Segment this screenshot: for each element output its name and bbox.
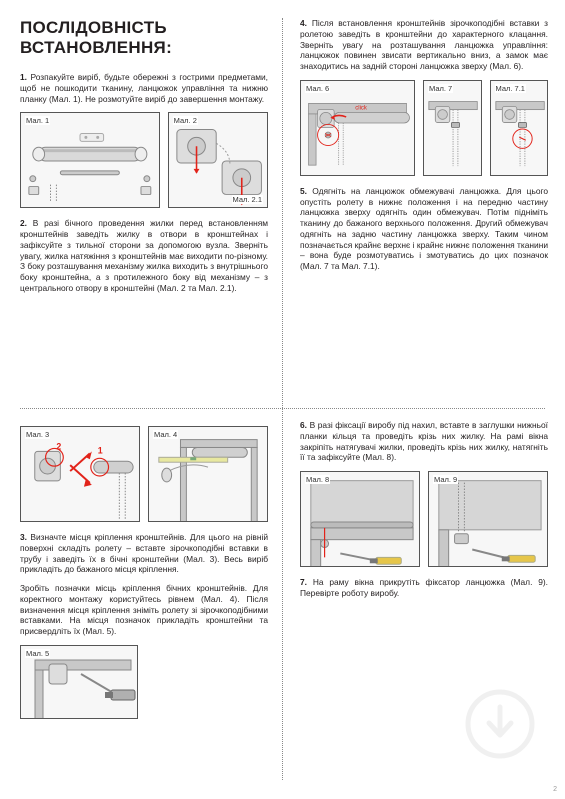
fig-8: Мал. 8 <box>300 471 420 567</box>
fig-label: Мал. 5 <box>25 649 50 658</box>
fig-4: Мал. 4 <box>148 426 268 522</box>
svg-text:2: 2 <box>56 441 61 451</box>
figrow-3: Мал. 5 <box>20 645 268 719</box>
click-label: click <box>355 105 368 111</box>
para-7-text: На раму вікна прикрутіть фіксатор ланцюж… <box>300 577 548 598</box>
fig-7: Мал. 7 <box>423 80 482 176</box>
page-number: 2 <box>553 786 557 793</box>
fig-3: Мал. 3 2 1 <box>20 426 140 522</box>
watermark-icon <box>465 689 535 759</box>
para-6-text: В разі фіксації виробу під нахил, вставт… <box>300 420 548 462</box>
svg-text:1: 1 <box>98 445 103 455</box>
fig-label: Мал. 7.1 <box>495 84 526 93</box>
figrow-2: Мал. 3 2 1 Мал. 4 <box>20 426 268 522</box>
para-3a: 3. Визначте місця кріплення кронштейнів.… <box>20 532 268 575</box>
para-2: 2. В разі бічного проведення жилки перед… <box>20 218 268 293</box>
vertical-divider <box>282 18 283 780</box>
fig-5: Мал. 5 <box>20 645 138 719</box>
para-4-text: Після встановлення кронштейнів зірочкопо… <box>300 18 548 71</box>
para-2-text: В разі бічного проведення жилки перед вс… <box>20 218 268 293</box>
figrow-1: Мал. 1 <box>20 112 268 208</box>
para-3b-text: Зробіть позначки місць кріплення бічних … <box>20 583 268 636</box>
figrow-4: Мал. 6 click Мал. 7 <box>300 80 548 176</box>
para-1: 1. Розпакуйте виріб, будьте обережні з г… <box>20 72 268 104</box>
fig-label: Мал. 7 <box>428 84 453 93</box>
fig-label: Мал. 6 <box>305 84 330 93</box>
para-4: 4. Після встановлення кронштейнів зірочк… <box>300 18 548 72</box>
para-1-text: Розпакуйте виріб, будьте обережні з гост… <box>20 72 268 104</box>
para-5-text: Одягніть на ланцюжок обмежувачі ланцюжка… <box>300 186 548 271</box>
para-3a-text: Визначте місця кріплення кронштейнів. Дл… <box>20 532 268 574</box>
fig-71: Мал. 7.1 <box>490 80 549 176</box>
page-title: ПОСЛІДОВНІСТЬ ВСТАНОВЛЕННЯ: <box>20 18 268 58</box>
horizontal-divider <box>20 408 545 409</box>
para-7: 7. На раму вікна прикрутіть фіксатор лан… <box>300 577 548 599</box>
fig-9: Мал. 9 <box>428 471 548 567</box>
fig-6: Мал. 6 click <box>300 80 415 176</box>
fig-label: Мал. 4 <box>153 430 178 439</box>
para-3b: Зробіть позначки місць кріплення бічних … <box>20 583 268 637</box>
fig-label: Мал. 3 <box>25 430 50 439</box>
figrow-5: Мал. 8 Мал. 9 <box>300 471 548 567</box>
fig-1: Мал. 1 <box>20 112 160 208</box>
fig-label: Мал. 2.1 <box>232 195 263 204</box>
para-5: 5. Одягніть на ланцюжок обмежувачі ланцю… <box>300 186 548 272</box>
fig-2: Мал. 2 Мал. 2.1 <box>168 112 268 208</box>
fig-label: Мал. 9 <box>433 475 458 484</box>
fig-label: Мал. 8 <box>305 475 330 484</box>
para-6: 6. В разі фіксації виробу під нахил, вст… <box>300 420 548 463</box>
fig-label: Мал. 1 <box>25 116 50 125</box>
fig-label: Мал. 2 <box>173 116 198 125</box>
